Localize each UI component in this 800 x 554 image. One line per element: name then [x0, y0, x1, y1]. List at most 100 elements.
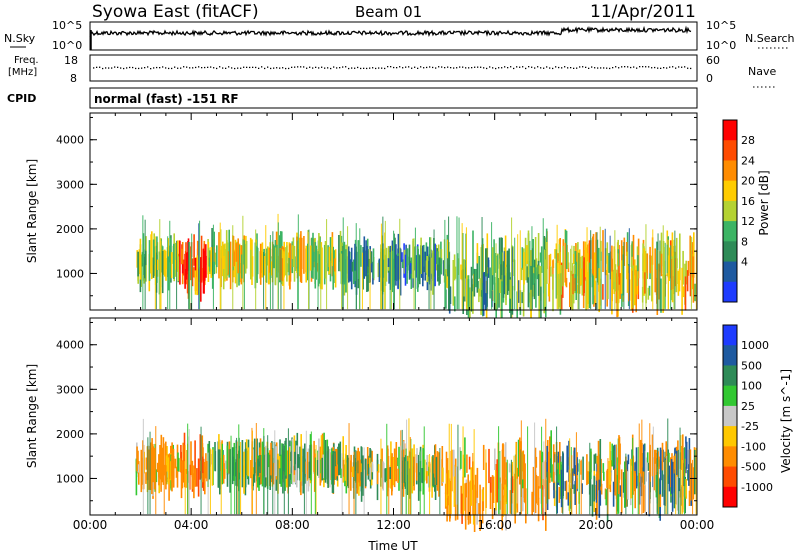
- data-cell: [402, 449, 405, 497]
- data-streak: [534, 422, 536, 515]
- data-cell: [560, 265, 562, 295]
- data-streak: [303, 446, 305, 515]
- data-cell: [208, 441, 211, 480]
- data-streak: [342, 246, 344, 310]
- data-cell: [297, 454, 299, 469]
- data-cell: [434, 243, 436, 287]
- colorbar-segment: [723, 426, 737, 447]
- data-cell: [572, 273, 575, 304]
- data-cell: [335, 466, 337, 480]
- data-cell: [155, 469, 158, 483]
- data-cell: [420, 237, 422, 274]
- data-cell: [630, 458, 632, 499]
- data-cell: [569, 282, 571, 308]
- data-cell: [526, 266, 529, 283]
- data-cell: [365, 240, 367, 276]
- data-cell: [422, 245, 424, 287]
- data-cell: [571, 471, 574, 489]
- data-cell: [555, 249, 558, 279]
- data-streak: [695, 447, 697, 515]
- colorbar-segment: [723, 446, 737, 468]
- data-cell: [181, 460, 184, 489]
- data-cell: [329, 448, 331, 488]
- data-streak: [240, 442, 242, 515]
- data-cell: [692, 467, 695, 500]
- data-streak: [269, 235, 271, 310]
- data-cell: [540, 266, 542, 301]
- data-cell: [308, 461, 311, 479]
- data-cell: [573, 253, 575, 265]
- data-cell: [484, 272, 486, 305]
- data-streak: [147, 437, 149, 515]
- data-cell: [232, 236, 235, 267]
- data-cell: [399, 248, 402, 296]
- data-cell: [358, 451, 360, 483]
- data-cell: [480, 247, 483, 281]
- data-cell: [237, 238, 239, 274]
- data-cell: [504, 456, 506, 494]
- colorbar-segment: [723, 466, 737, 488]
- data-cell: [164, 249, 166, 277]
- data-cell: [417, 246, 419, 292]
- data-cell: [345, 249, 347, 293]
- data-cell: [397, 255, 399, 289]
- data-cell: [152, 257, 155, 278]
- data-streak: [510, 459, 512, 515]
- data-cell: [305, 245, 307, 283]
- data-cell: [446, 498, 449, 517]
- data-cell: [360, 472, 363, 481]
- data-cell: [480, 277, 483, 291]
- data-streak: [408, 418, 410, 515]
- data-cell: [360, 245, 362, 267]
- data-cell: [522, 488, 524, 512]
- data-cell: [324, 241, 327, 279]
- data-cell: [301, 237, 303, 270]
- colorbar-tick-label: 28: [741, 134, 755, 147]
- data-cell: [397, 468, 399, 483]
- data-streak: [673, 239, 675, 310]
- data-cell: [411, 448, 414, 494]
- data-streak: [277, 459, 279, 515]
- data-cell: [196, 468, 198, 487]
- colorbar-segment: [723, 160, 737, 182]
- data-cell: [501, 281, 503, 320]
- data-cell: [541, 451, 543, 463]
- data-cell: [479, 484, 481, 531]
- data-cell: [247, 447, 250, 477]
- colorbar-tick-label: -100: [741, 440, 766, 453]
- data-streak: [142, 418, 144, 515]
- data-cell: [581, 255, 584, 296]
- data-cell: [224, 243, 226, 282]
- data-cell: [481, 489, 484, 524]
- data-streak: [384, 220, 386, 310]
- power-y-axis: 1000 2000 3000 4000: [56, 116, 697, 297]
- data-cell: [592, 275, 594, 305]
- data-cell: [270, 261, 272, 276]
- data-streak: [656, 241, 658, 310]
- data-streak: [433, 229, 435, 310]
- data-cell: [259, 455, 261, 473]
- data-cell: [442, 260, 445, 276]
- data-streak: [675, 453, 677, 515]
- data-cell: [573, 450, 576, 473]
- data-cell: [219, 449, 221, 495]
- data-cell: [582, 456, 584, 480]
- data-streak: [220, 229, 222, 310]
- data-streak: [481, 217, 483, 310]
- data-cell: [526, 245, 528, 264]
- data-cell: [327, 245, 329, 272]
- data-cell: [145, 457, 148, 470]
- x-tick-label: 20:00: [579, 518, 614, 532]
- data-cell: [571, 266, 574, 295]
- data-cell: [174, 458, 177, 469]
- data-cell: [354, 243, 356, 271]
- data-streak: [272, 231, 274, 310]
- data-cell: [191, 258, 194, 287]
- data-cell: [416, 448, 418, 478]
- colorbar-tick-label: 4: [741, 256, 748, 269]
- data-cell: [148, 240, 151, 281]
- colorbar-tick-label: 12: [741, 215, 755, 228]
- data-cell: [646, 452, 649, 463]
- data-streak: [310, 431, 312, 515]
